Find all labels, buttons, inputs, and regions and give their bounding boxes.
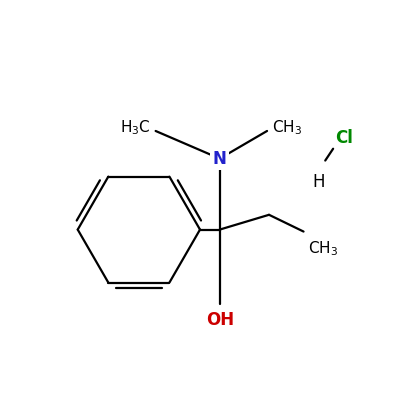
Text: H: H: [312, 173, 324, 191]
Text: CH$_3$: CH$_3$: [272, 119, 302, 137]
Text: H$_3$C: H$_3$C: [120, 119, 151, 137]
Text: N: N: [213, 150, 227, 168]
Text: OH: OH: [206, 312, 234, 330]
Text: Cl: Cl: [335, 129, 353, 147]
Text: CH$_3$: CH$_3$: [308, 240, 339, 258]
